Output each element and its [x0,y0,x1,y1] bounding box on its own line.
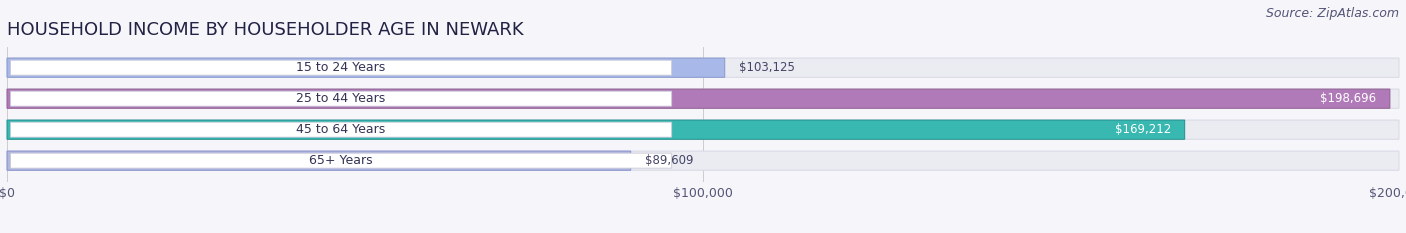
FancyBboxPatch shape [7,58,724,77]
Text: $169,212: $169,212 [1115,123,1171,136]
FancyBboxPatch shape [10,91,672,106]
FancyBboxPatch shape [7,89,1391,108]
Text: $103,125: $103,125 [738,61,794,74]
FancyBboxPatch shape [10,60,672,75]
FancyBboxPatch shape [10,153,672,168]
FancyBboxPatch shape [7,151,1399,170]
Text: $198,696: $198,696 [1320,92,1376,105]
Text: Source: ZipAtlas.com: Source: ZipAtlas.com [1265,7,1399,20]
FancyBboxPatch shape [7,151,631,170]
FancyBboxPatch shape [7,89,1399,108]
Text: 45 to 64 Years: 45 to 64 Years [297,123,385,136]
Text: 15 to 24 Years: 15 to 24 Years [297,61,385,74]
FancyBboxPatch shape [10,122,672,137]
Text: $89,609: $89,609 [644,154,693,167]
FancyBboxPatch shape [7,58,1399,77]
Text: HOUSEHOLD INCOME BY HOUSEHOLDER AGE IN NEWARK: HOUSEHOLD INCOME BY HOUSEHOLDER AGE IN N… [7,21,523,39]
FancyBboxPatch shape [7,120,1185,139]
Text: 65+ Years: 65+ Years [309,154,373,167]
FancyBboxPatch shape [7,120,1399,139]
Text: 25 to 44 Years: 25 to 44 Years [297,92,385,105]
